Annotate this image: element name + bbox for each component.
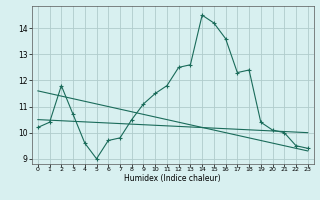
X-axis label: Humidex (Indice chaleur): Humidex (Indice chaleur) xyxy=(124,174,221,183)
